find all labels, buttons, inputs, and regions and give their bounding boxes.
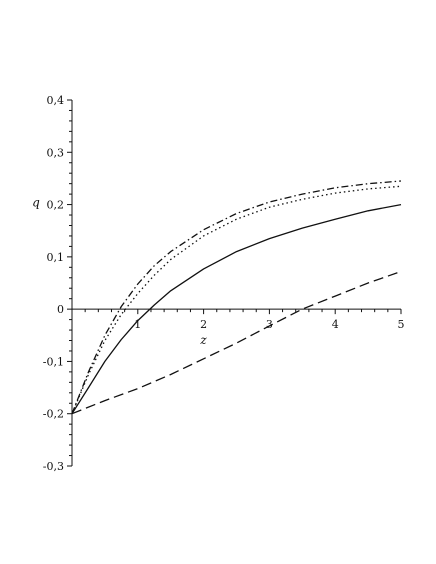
y-tick-label: 0,1 [47,251,65,264]
x-tick-label: 3 [266,318,273,331]
x-tick-label: 4 [332,318,339,331]
axes [67,99,402,467]
series-line-dash-dot [71,180,402,414]
x-tick-label: 1 [134,318,141,331]
series-line-solid [71,203,402,415]
y-tick-label: -0,3 [43,460,64,473]
x-tick-label: 2 [200,318,207,331]
series-line-dotted [71,185,402,414]
y-axis-title: q [32,196,40,210]
y-tick-label: 0 [57,303,64,316]
y-tick-label: 0,2 [47,199,65,212]
series-line-dashed [71,270,402,415]
y-tick-label: 0,3 [47,146,65,159]
x-tick-label: 5 [398,318,405,331]
y-tick-label: 0,4 [47,94,65,107]
series-layer [71,180,402,415]
labels: -0,3 -0,2 -0,1 0 0,1 0,2 0,3 0,4 1 2 3 4 5 z q [32,94,404,473]
y-tick-label: -0,2 [43,408,64,421]
y-tick-label: -0,1 [43,355,64,368]
x-axis-title: z [199,333,207,347]
